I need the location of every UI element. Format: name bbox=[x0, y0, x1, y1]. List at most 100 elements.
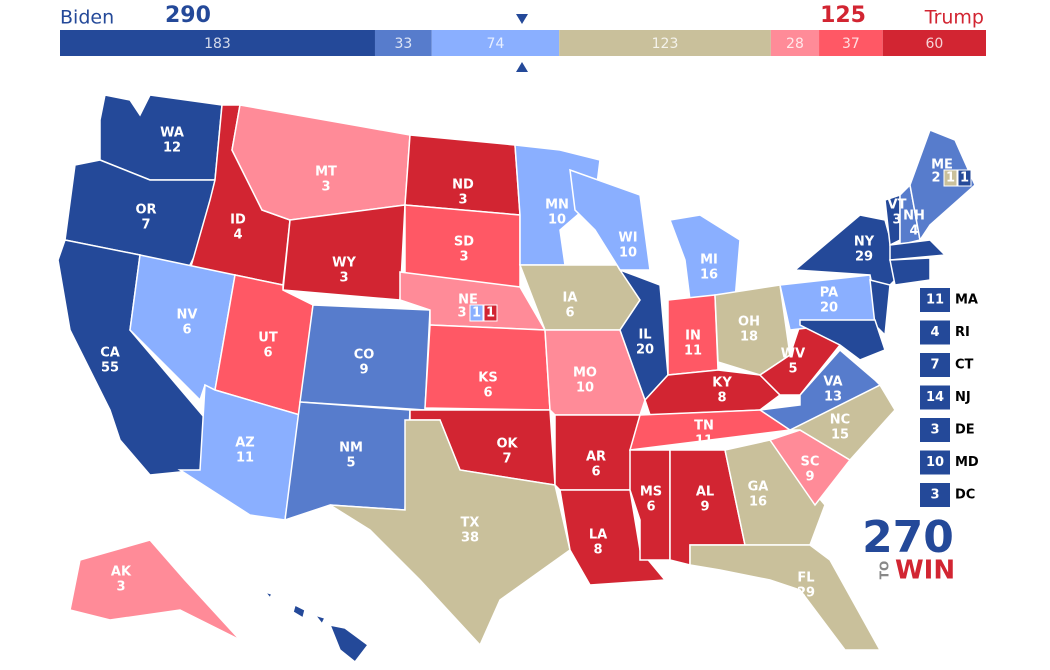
state-votes: 10 bbox=[548, 213, 566, 228]
state-shape bbox=[292, 603, 306, 620]
state-votes: 16 bbox=[700, 268, 718, 283]
bar-segment bbox=[819, 30, 883, 56]
district-box bbox=[943, 169, 958, 187]
state-shape bbox=[889, 257, 931, 286]
state-votes: 3 bbox=[458, 193, 467, 208]
midpoint-marker bbox=[516, 14, 528, 24]
bar-segment-label: 123 bbox=[652, 36, 679, 52]
state-label: ID bbox=[230, 213, 246, 228]
state-votes: 3 bbox=[321, 180, 330, 195]
district-votes: 1 bbox=[486, 306, 495, 321]
state-label: IA bbox=[563, 291, 578, 306]
state-votes: 20 bbox=[820, 301, 838, 316]
state-label: AL bbox=[696, 485, 714, 500]
district-votes: 1 bbox=[472, 306, 481, 321]
state-label: NM bbox=[339, 441, 363, 456]
left-name: Biden bbox=[60, 7, 114, 29]
state-votes: 18 bbox=[740, 330, 758, 345]
bar-segment bbox=[770, 30, 820, 56]
state-votes: 15 bbox=[831, 428, 849, 443]
state-votes: 2 bbox=[931, 171, 940, 186]
callout-box bbox=[920, 288, 950, 312]
district-box bbox=[957, 169, 972, 187]
state-shape bbox=[262, 590, 274, 600]
callout-votes: 3 bbox=[930, 488, 939, 503]
state-label: MS bbox=[640, 485, 662, 500]
state-label: AK bbox=[111, 565, 132, 580]
state-votes: 11 bbox=[695, 434, 713, 449]
state-votes: 55 bbox=[101, 361, 119, 376]
state-votes: 9 bbox=[805, 470, 814, 485]
state-label: NY bbox=[854, 235, 875, 250]
state-label: IL bbox=[638, 328, 651, 343]
left-total: 290 bbox=[165, 3, 211, 28]
state-label: FL bbox=[797, 571, 814, 586]
state-votes: 6 bbox=[565, 306, 574, 321]
state-label: WA bbox=[160, 126, 184, 141]
callout-box bbox=[920, 418, 950, 442]
callout-label: MD bbox=[955, 455, 979, 470]
bar-segment-label: 37 bbox=[842, 36, 860, 52]
state-votes: 11 bbox=[236, 451, 254, 466]
state-label: MT bbox=[315, 165, 337, 180]
callout-label: DC bbox=[955, 488, 975, 503]
state-votes: 6 bbox=[483, 386, 492, 401]
bar-segment bbox=[559, 30, 771, 56]
state-label: OK bbox=[496, 437, 518, 452]
state-votes: 3 bbox=[892, 213, 901, 228]
callout-label: RI bbox=[955, 325, 970, 340]
state-label: NE bbox=[458, 293, 478, 308]
bar-segment bbox=[431, 30, 560, 56]
state-shape bbox=[889, 239, 947, 261]
state-label: KS bbox=[478, 371, 497, 386]
bar-segment bbox=[60, 30, 375, 56]
state-label: WI bbox=[618, 231, 637, 246]
state-votes: 12 bbox=[163, 141, 181, 156]
state-label: NV bbox=[177, 308, 198, 323]
state-label: IN bbox=[685, 329, 701, 344]
district-box bbox=[483, 304, 498, 322]
state-shape bbox=[757, 348, 882, 431]
state-label: ND bbox=[452, 178, 474, 193]
bar-segment-label: 28 bbox=[786, 36, 804, 52]
logo-number: 270 bbox=[862, 512, 954, 563]
state-label: PA bbox=[820, 286, 838, 301]
state-votes: 13 bbox=[824, 390, 842, 405]
state-shape bbox=[569, 168, 651, 271]
callout-box bbox=[920, 450, 950, 475]
state-votes: 5 bbox=[788, 362, 797, 377]
state-label: MN bbox=[545, 198, 569, 213]
state-votes: 3 bbox=[459, 250, 468, 265]
state-label: LA bbox=[589, 528, 607, 543]
state-shape bbox=[328, 623, 370, 664]
bar-segment bbox=[882, 30, 986, 56]
state-votes: 7 bbox=[141, 218, 150, 233]
state-label: WY bbox=[332, 256, 356, 271]
callout-votes: 4 bbox=[930, 325, 939, 340]
callout-label: NJ bbox=[955, 390, 971, 405]
state-votes: 6 bbox=[263, 346, 272, 361]
state-shape bbox=[689, 544, 882, 651]
callout-votes: 11 bbox=[926, 293, 944, 308]
state-label: AR bbox=[586, 450, 606, 465]
state-label: AZ bbox=[235, 436, 255, 451]
state-label: OH bbox=[738, 315, 760, 330]
state-votes: 4 bbox=[317, 654, 326, 669]
state-label: SD bbox=[454, 235, 474, 250]
state-votes: 10 bbox=[619, 246, 637, 261]
callout-votes: 7 bbox=[930, 358, 939, 373]
bar-segment-label: 33 bbox=[394, 36, 412, 52]
district-votes: 1 bbox=[960, 171, 969, 186]
state-label: UT bbox=[258, 331, 278, 346]
state-label: TN bbox=[694, 419, 714, 434]
callout-box bbox=[920, 483, 950, 507]
callout-label: CT bbox=[955, 358, 974, 373]
state-label: NC bbox=[830, 413, 850, 428]
logo-word: WIN bbox=[895, 556, 955, 586]
logo: 270 TO WIN bbox=[862, 512, 955, 586]
state-shape bbox=[909, 129, 976, 242]
bar-segment-label: 183 bbox=[204, 36, 231, 52]
state-votes: 3 bbox=[457, 306, 466, 321]
state-votes: 8 bbox=[593, 543, 602, 558]
